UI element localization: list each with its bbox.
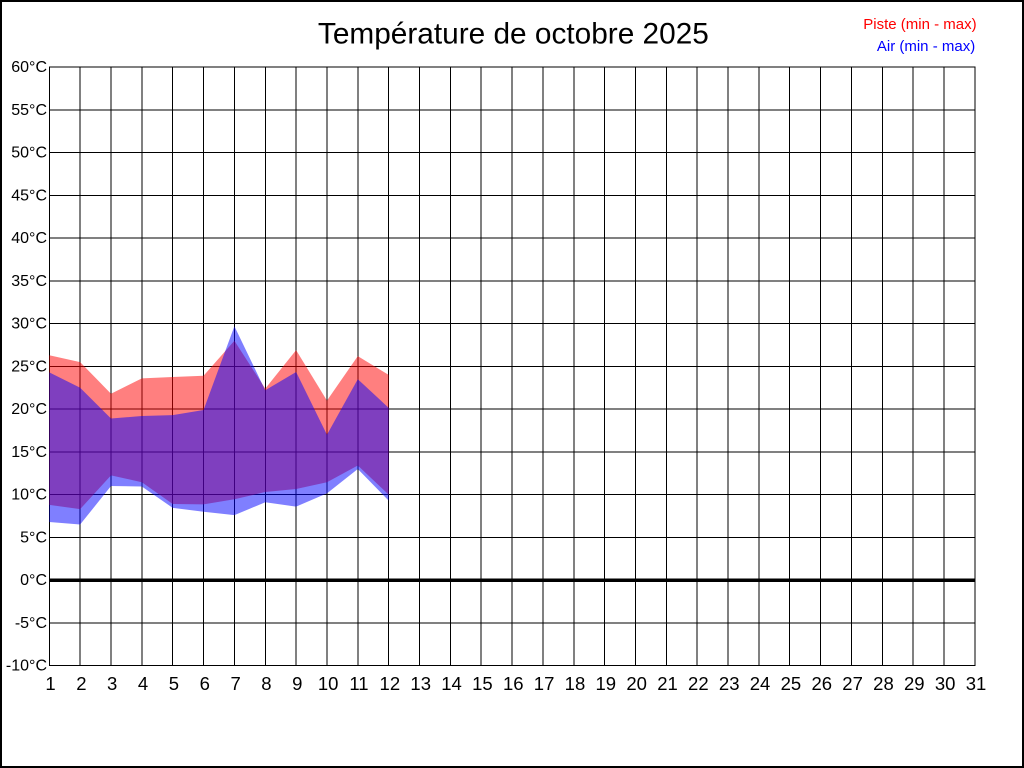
svg-text:18: 18	[565, 673, 586, 694]
svg-text:20: 20	[626, 673, 647, 694]
svg-text:8: 8	[261, 673, 271, 694]
svg-text:25: 25	[781, 673, 802, 694]
svg-text:24: 24	[750, 673, 771, 694]
svg-text:6: 6	[200, 673, 210, 694]
svg-text:15: 15	[472, 673, 493, 694]
svg-text:5°C: 5°C	[20, 529, 47, 546]
svg-text:3: 3	[107, 673, 117, 694]
svg-text:35°C: 35°C	[11, 273, 47, 290]
svg-text:4: 4	[138, 673, 148, 694]
svg-text:0°C: 0°C	[20, 572, 47, 589]
svg-text:16: 16	[503, 673, 524, 694]
svg-text:13: 13	[410, 673, 431, 694]
svg-text:50°C: 50°C	[11, 145, 47, 162]
svg-text:31: 31	[966, 673, 987, 694]
svg-text:15°C: 15°C	[11, 444, 47, 461]
svg-text:Piste (min - max): Piste (min - max)	[863, 16, 976, 33]
svg-text:1: 1	[45, 673, 55, 694]
svg-text:60°C: 60°C	[11, 59, 47, 76]
svg-text:25°C: 25°C	[11, 358, 47, 375]
svg-text:Température de octobre 2025: Température de octobre 2025	[318, 18, 709, 51]
svg-text:11: 11	[349, 673, 368, 694]
svg-text:40°C: 40°C	[11, 230, 47, 247]
svg-text:-10°C: -10°C	[6, 658, 47, 675]
svg-text:5: 5	[169, 673, 179, 694]
svg-text:Air (min - max): Air (min - max)	[877, 38, 975, 55]
svg-text:21: 21	[657, 673, 678, 694]
svg-text:7: 7	[230, 673, 240, 694]
svg-text:28: 28	[873, 673, 894, 694]
svg-text:17: 17	[534, 673, 555, 694]
svg-text:-5°C: -5°C	[15, 615, 47, 632]
svg-text:10°C: 10°C	[11, 487, 47, 504]
svg-text:30: 30	[935, 673, 956, 694]
svg-text:14: 14	[441, 673, 462, 694]
svg-text:30°C: 30°C	[11, 316, 47, 333]
svg-text:29: 29	[904, 673, 925, 694]
svg-text:45°C: 45°C	[11, 187, 47, 204]
svg-text:22: 22	[688, 673, 709, 694]
svg-text:10: 10	[318, 673, 339, 694]
svg-text:9: 9	[292, 673, 302, 694]
svg-text:23: 23	[719, 673, 740, 694]
svg-text:2: 2	[76, 673, 86, 694]
svg-text:26: 26	[811, 673, 832, 694]
svg-text:20°C: 20°C	[11, 401, 47, 418]
svg-text:19: 19	[596, 673, 617, 694]
svg-text:55°C: 55°C	[11, 102, 47, 119]
svg-text:12: 12	[380, 673, 401, 694]
svg-text:27: 27	[842, 673, 863, 694]
